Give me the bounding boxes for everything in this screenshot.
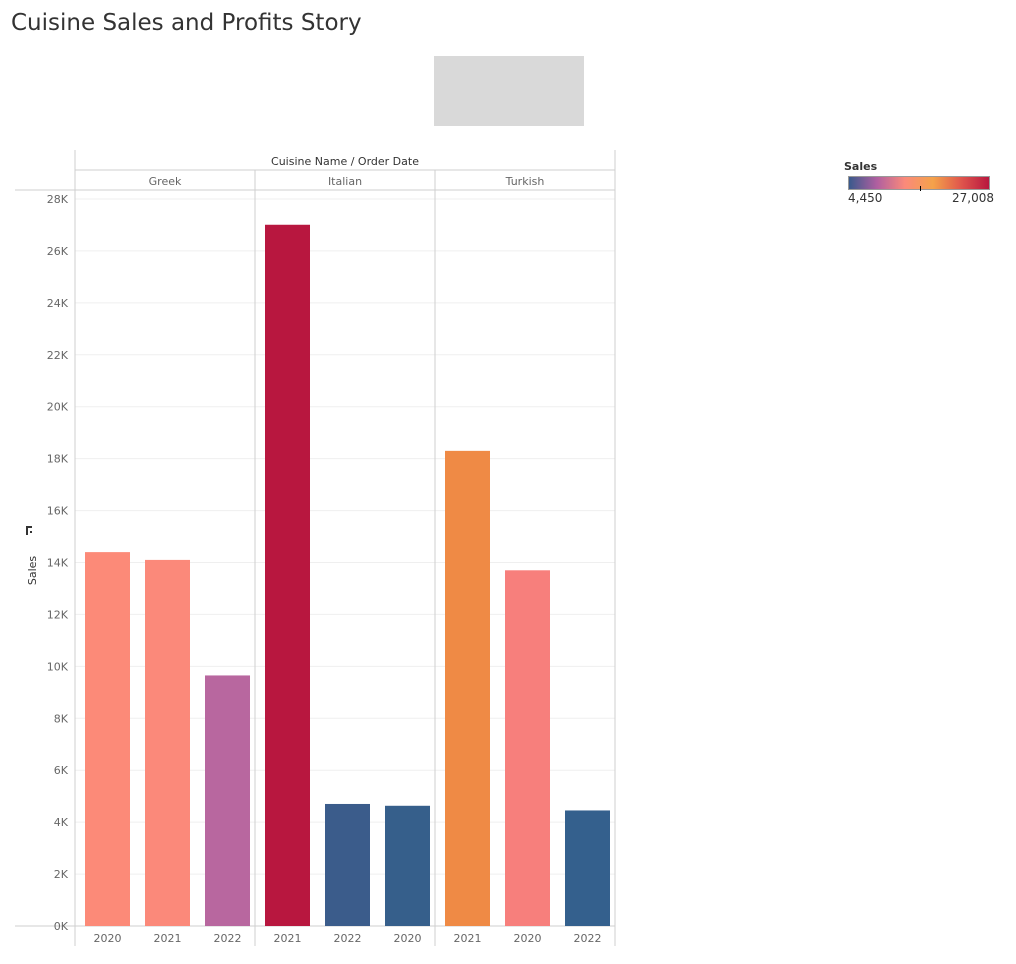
bar-greek-2020 [85, 552, 130, 926]
bar-turkish-2022 [565, 810, 610, 926]
bar-italian-2021 [265, 224, 310, 926]
x-tick-label: 2022 [334, 932, 362, 945]
bar-italian-2020 [385, 805, 430, 926]
y-tick-label: 16K [47, 505, 69, 518]
y-tick-label: 10K [47, 660, 69, 673]
sort-icon-bar [28, 526, 32, 528]
y-tick-label: 4K [54, 816, 69, 829]
legend-max-label: 27,008 [952, 191, 994, 205]
cuisine-header-greek: Greek [149, 175, 182, 188]
sort-icon-bar [26, 526, 28, 535]
x-tick-label: 2022 [574, 932, 602, 945]
header-label: Cuisine Name / Order Date [271, 155, 419, 168]
y-tick-label: 20K [47, 401, 69, 414]
sort-icon [26, 526, 32, 535]
y-tick-label: 2K [54, 868, 69, 881]
y-tick-label: 6K [54, 764, 69, 777]
image-placeholder [434, 56, 584, 126]
y-tick-label: 24K [47, 297, 69, 310]
x-tick-label: 2020 [514, 932, 542, 945]
cuisine-header-italian: Italian [328, 175, 362, 188]
y-tick-label: 28K [47, 193, 69, 206]
sales-color-legend[interactable]: Sales 4,450 27,008 [844, 160, 994, 205]
x-tick-label: 2021 [454, 932, 482, 945]
legend-title: Sales [844, 160, 878, 173]
y-axis-title: Sales [26, 556, 39, 586]
sort-icon-bar [30, 531, 32, 533]
cuisine-header-turkish: Turkish [505, 175, 545, 188]
y-tick-label: 8K [54, 712, 69, 725]
bar-greek-2022 [205, 675, 250, 926]
bar-turkish-2020 [505, 570, 550, 926]
y-tick-label: 0K [54, 920, 69, 933]
sales-bar-chart: Cuisine Name / Order Date 0K 2K 4K 6K 8K 10K 12… [15, 150, 616, 946]
bar-turkish-2021 [445, 450, 490, 926]
bar-italian-2022 [325, 803, 370, 926]
y-tick-label: 26K [47, 245, 69, 258]
x-tick-label: 2020 [94, 932, 122, 945]
y-tick-label: 12K [47, 608, 69, 621]
y-tick-label: 22K [47, 349, 69, 362]
x-tick-label: 2021 [154, 932, 182, 945]
legend-gradient-bar [848, 176, 990, 191]
x-tick-label: 2022 [214, 932, 242, 945]
x-tick-label: 2021 [274, 932, 302, 945]
story-title: Cuisine Sales and Profits Story [11, 10, 362, 36]
legend-tick [920, 186, 921, 191]
y-tick-label: 18K [47, 453, 69, 466]
x-tick-label: 2020 [394, 932, 422, 945]
bar-greek-2021 [145, 559, 190, 926]
legend-min-label: 4,450 [848, 191, 883, 205]
y-tick-label: 14K [47, 557, 69, 570]
